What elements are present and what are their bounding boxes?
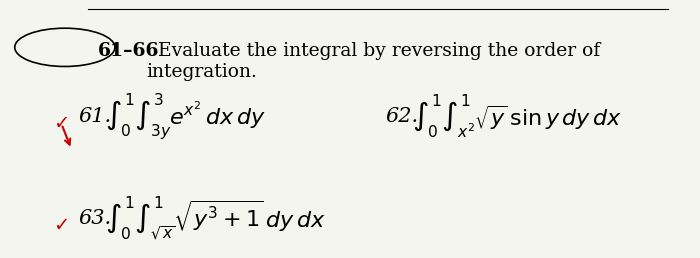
- Text: 63.: 63.: [78, 209, 111, 228]
- Text: ✓: ✓: [53, 114, 70, 133]
- Text: Evaluate the integral by reversing the order of
integration.: Evaluate the integral by reversing the o…: [146, 42, 601, 81]
- Text: $\int_0^1 \int_{3y}^{3} e^{x^2}\, dx\, dy$: $\int_0^1 \int_{3y}^{3} e^{x^2}\, dx\, d…: [105, 91, 266, 142]
- Text: 61–66: 61–66: [98, 42, 160, 60]
- Text: $\int_0^1 \int_{x^2}^{1} \sqrt{y}\, \sin y\, dy\, dx$: $\int_0^1 \int_{x^2}^{1} \sqrt{y}\, \sin…: [412, 92, 622, 140]
- Text: 61.: 61.: [78, 107, 111, 126]
- Text: $\int_0^1 \int_{\sqrt{x}}^{1} \sqrt{y^3 + 1}\, dy\, dx$: $\int_0^1 \int_{\sqrt{x}}^{1} \sqrt{y^3 …: [105, 195, 326, 242]
- Text: 62.: 62.: [385, 107, 419, 126]
- Text: ✓: ✓: [53, 216, 70, 236]
